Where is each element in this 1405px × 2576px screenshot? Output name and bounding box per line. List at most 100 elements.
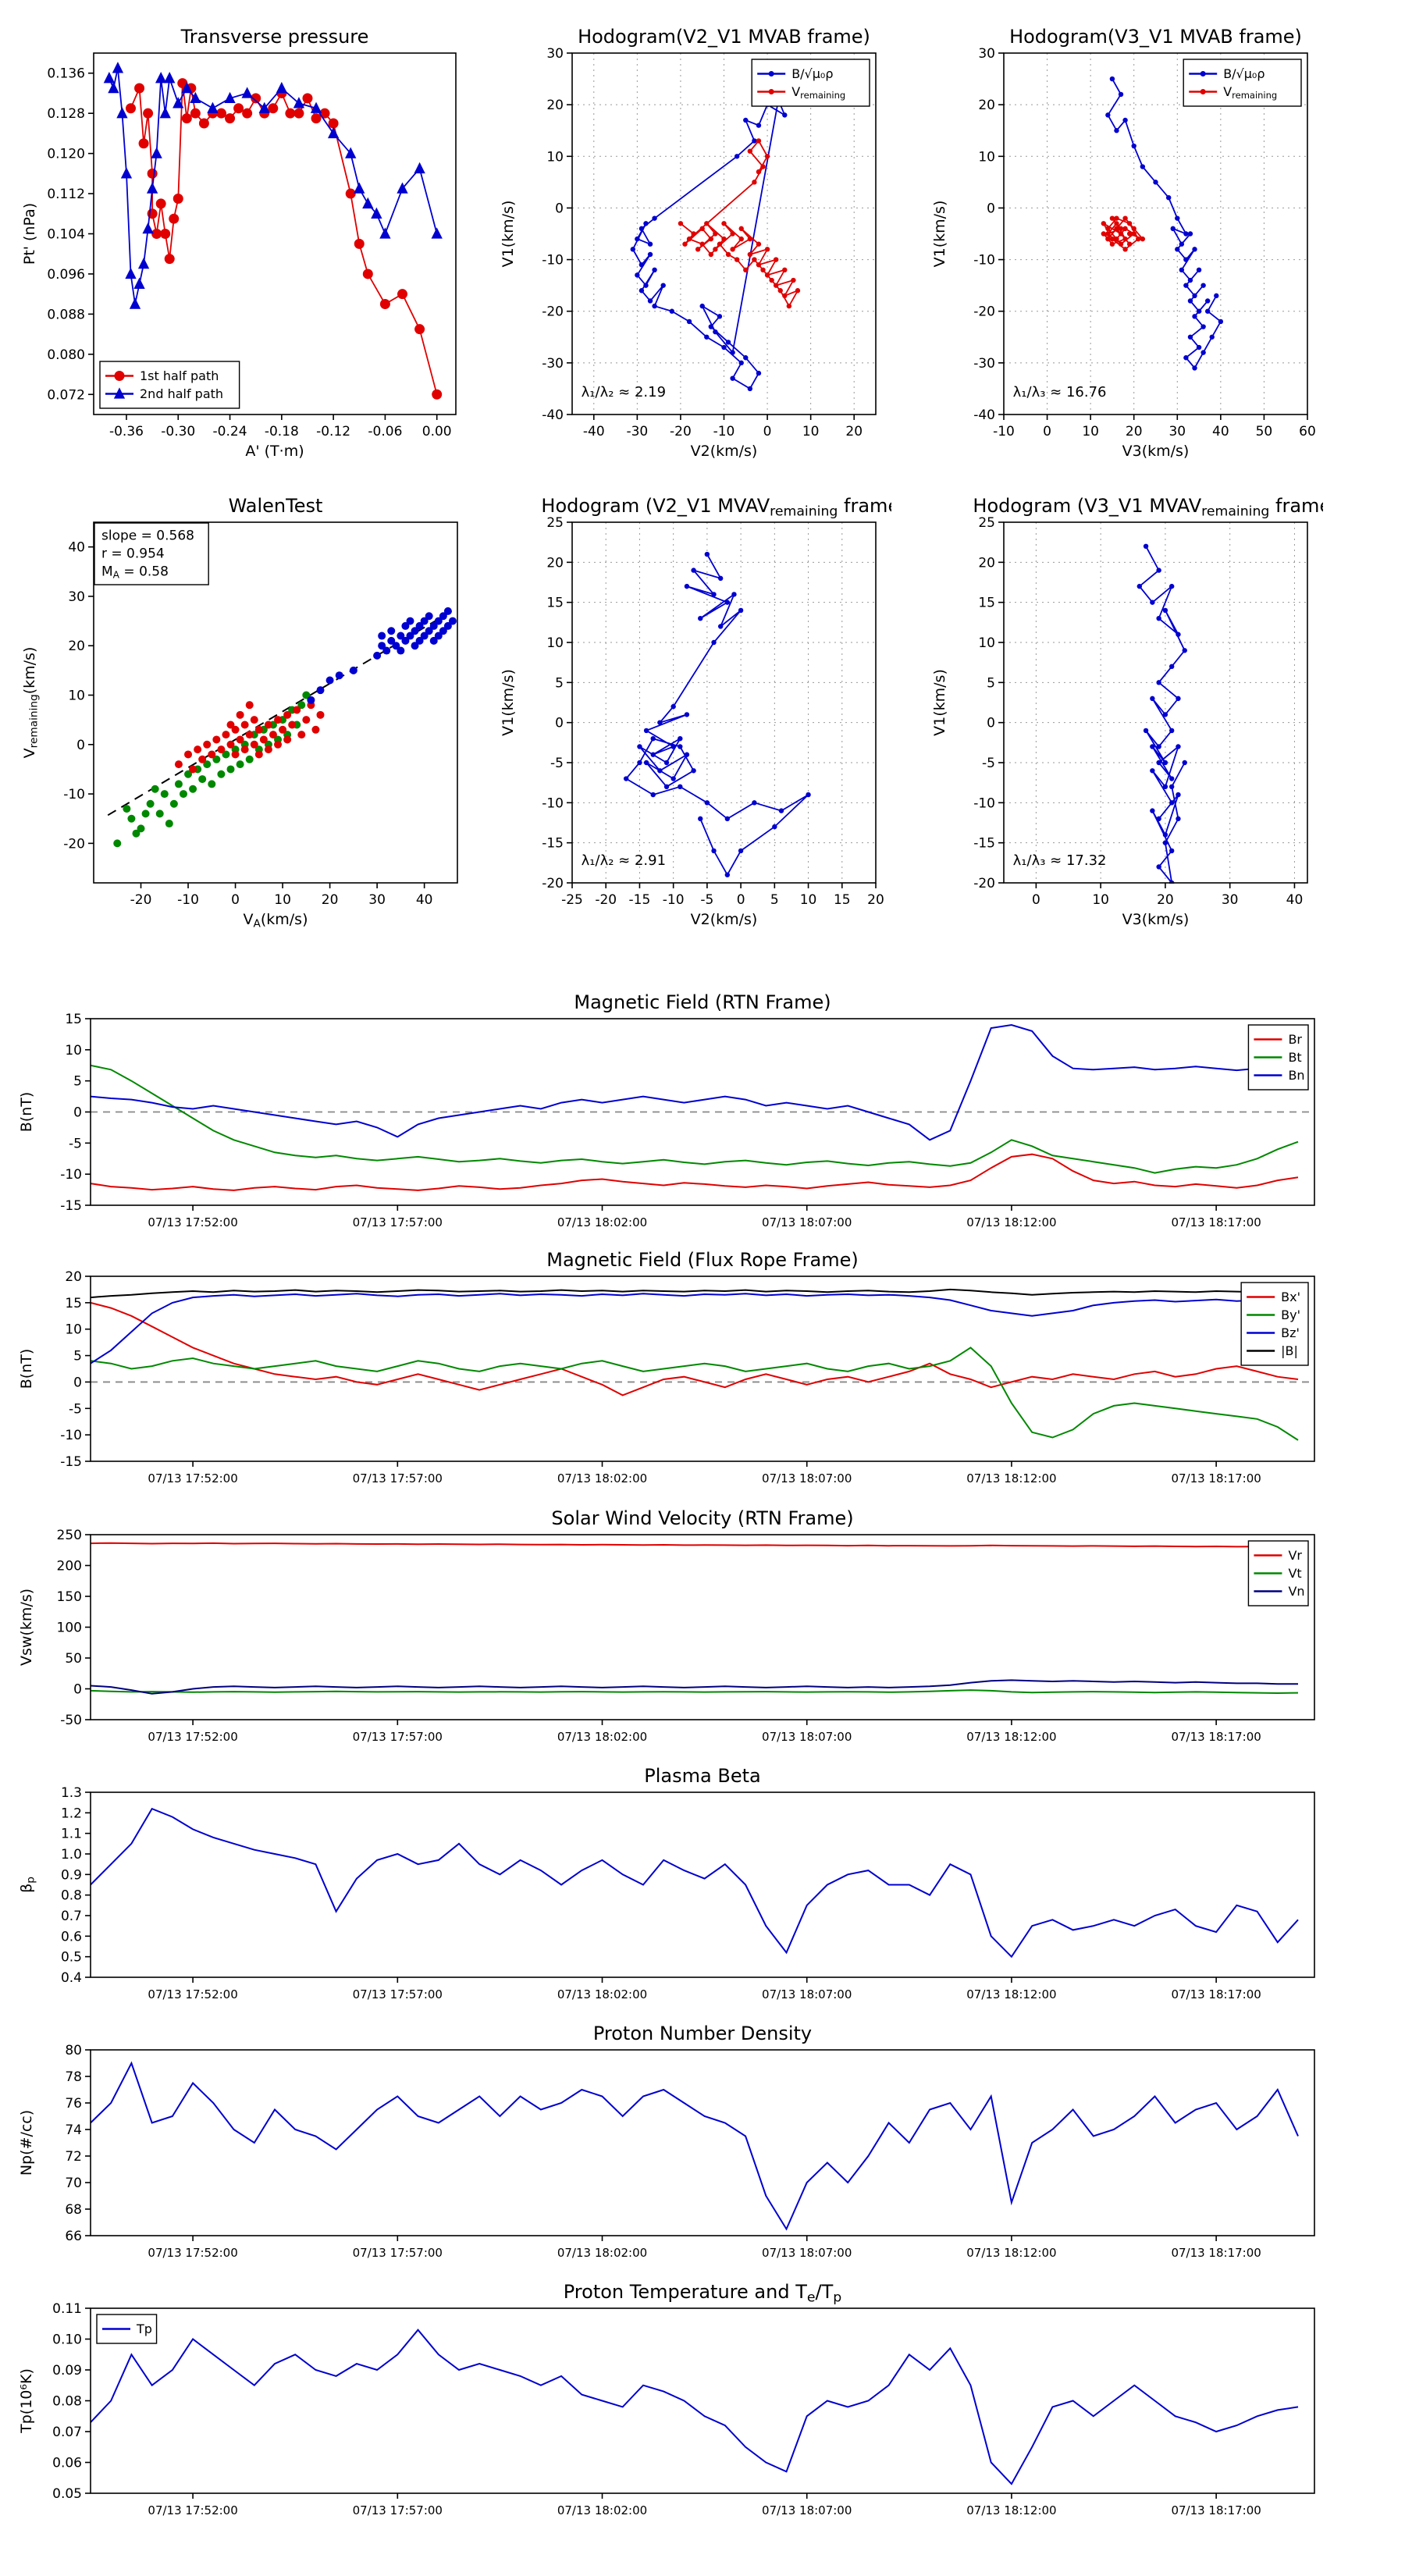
x-tick-label: 07/13 18:07:00 bbox=[762, 1730, 852, 1744]
y-tick-label: 0 bbox=[73, 1105, 82, 1121]
axes-frame bbox=[90, 2049, 1315, 2236]
y-tick-label: 20 bbox=[68, 639, 85, 654]
y-tick-label: 0.5 bbox=[61, 1950, 82, 1966]
y-tick-label: 15 bbox=[978, 596, 995, 611]
series-Bx' bbox=[90, 1301, 1299, 1397]
x-tick-label: 07/13 18:07:00 bbox=[762, 2246, 852, 2260]
x-tick-label: 0 bbox=[1043, 424, 1051, 439]
y-tick-label: -20 bbox=[542, 304, 564, 320]
y-tick-label: -5 bbox=[69, 1401, 82, 1417]
y-tick-label: -20 bbox=[542, 876, 564, 891]
y-tick-label: 0.072 bbox=[47, 387, 85, 403]
chart-title: Hodogram (V2_V1 MVAVremaining frame) bbox=[541, 495, 891, 519]
x-tick-label: 07/13 18:17:00 bbox=[1171, 2246, 1261, 2260]
x-tick-label: 20 bbox=[1126, 424, 1143, 439]
plot-proton_number_density: 07/13 17:52:00 07/13 17:57:00 07/13 18:02:… bbox=[18, 2023, 1315, 2260]
legend-label: Bt bbox=[1288, 1050, 1301, 1065]
x-tick-label: 07/13 18:02:00 bbox=[557, 2503, 647, 2517]
y-tick-label: 0.4 bbox=[61, 1970, 82, 1986]
x-tick-label: 07/13 18:17:00 bbox=[1171, 1987, 1261, 2001]
chart-title: Hodogram (V3_V1 MVAVremaining frame) bbox=[973, 495, 1323, 519]
chart-walen-test: -20 -10 0 10 20 30 40 -20 -10 0 10 20 30 40 WalenTest V… bbox=[16, 487, 473, 934]
x-tick-label: -0.36 bbox=[109, 424, 144, 439]
x-tick-label: 07/13 17:57:00 bbox=[353, 1215, 443, 1229]
y-tick-label: -10 bbox=[973, 795, 995, 811]
y-tick-label: -10 bbox=[542, 795, 564, 811]
chart-transverse-pressure: -0.36 -0.30 -0.24 -0.18 -0.12 -0.06 0.00 0.072 0… bbox=[16, 18, 471, 465]
chart-proton-number-density: 07/13 17:52:00 07/13 17:57:00 07/13 18:02:… bbox=[12, 2015, 1330, 2275]
x-axis-label: V2(km/s) bbox=[691, 911, 758, 928]
legend-label: Bn bbox=[1288, 1068, 1304, 1083]
x-tick-label: -0.12 bbox=[316, 424, 350, 439]
x-tick-label: 15 bbox=[834, 892, 851, 908]
y-tick-label: -5 bbox=[69, 1136, 82, 1151]
y-tick-label: 74 bbox=[65, 2122, 82, 2138]
x-tick-label: 07/13 18:07:00 bbox=[762, 1471, 852, 1485]
y-axis-label: Vremaining(km/s) bbox=[21, 647, 40, 759]
y-tick-label: 78 bbox=[65, 2069, 82, 2085]
y-tick-label: 0 bbox=[76, 738, 85, 753]
series-By' bbox=[90, 1347, 1299, 1441]
y-tick-label: 0.05 bbox=[52, 2486, 82, 2502]
legend-label: Vremaining bbox=[791, 84, 845, 101]
chart-plasma-beta: 07/13 17:52:00 07/13 17:57:00 07/13 18:02:… bbox=[12, 1757, 1330, 2016]
series-V remaining bbox=[1101, 215, 1146, 252]
legend: B/√μ₀ρ Vremaining bbox=[751, 59, 870, 107]
plot-solar_wind_velocity: 07/13 17:52:00 07/13 17:57:00 07/13 18:02:… bbox=[18, 1507, 1315, 1744]
plot-transverse_pressure: -0.36 -0.30 -0.24 -0.18 -0.12 -0.06 0.00 0.072 0… bbox=[21, 26, 457, 460]
y-tick-label: 5 bbox=[987, 675, 995, 691]
x-tick-label: 60 bbox=[1299, 424, 1316, 439]
y-tick-label: 0.128 bbox=[47, 106, 85, 122]
y-tick-label: 15 bbox=[546, 596, 564, 611]
y-tick-label: 30 bbox=[68, 589, 85, 605]
y-tick-label: 20 bbox=[65, 1269, 82, 1285]
y-tick-label: -50 bbox=[60, 1713, 82, 1728]
stats-line: r = 0.954 bbox=[101, 546, 165, 561]
chart-title: Magnetic Field (RTN Frame) bbox=[574, 991, 831, 1013]
legend: 1st half path 2nd half path bbox=[99, 361, 240, 409]
plot-walen_test: -20 -10 0 10 20 30 40 -20 -10 0 10 20 30 40 WalenTest V… bbox=[21, 495, 458, 930]
chart-title: Proton Number Density bbox=[593, 2023, 812, 2044]
y-tick-label: 76 bbox=[65, 2096, 82, 2112]
lambda-annotation: λ₁/λ₃ ≈ 16.76 bbox=[1013, 384, 1107, 400]
series-Bz' bbox=[90, 1293, 1299, 1364]
series-|B| bbox=[90, 1288, 1299, 1299]
y-axis-label: Tp(10⁶K) bbox=[18, 2368, 35, 2434]
y-tick-label: -10 bbox=[63, 787, 85, 802]
series-Bn bbox=[90, 1023, 1299, 1141]
x-tick-label: -20 bbox=[670, 424, 692, 439]
x-tick-label: 07/13 17:57:00 bbox=[353, 2246, 443, 2260]
x-tick-label: -5 bbox=[700, 892, 713, 908]
x-tick-label: 20 bbox=[845, 424, 863, 439]
y-tick-label: -15 bbox=[973, 836, 995, 852]
x-tick-label: -10 bbox=[177, 892, 199, 908]
x-tick-label: -10 bbox=[663, 892, 685, 908]
x-tick-label: 0 bbox=[1032, 892, 1040, 908]
x-tick-label: 07/13 17:52:00 bbox=[148, 1987, 237, 2001]
y-tick-label: 0.096 bbox=[47, 267, 85, 283]
y-tick-label: 0.8 bbox=[61, 1888, 82, 1904]
y-axis-label: B(nT) bbox=[18, 1092, 35, 1133]
y-tick-label: 0.112 bbox=[47, 187, 85, 202]
y-tick-label: 5 bbox=[555, 675, 564, 691]
y-tick-label: 72 bbox=[65, 2149, 82, 2165]
series-blue points bbox=[307, 607, 457, 704]
x-tick-label: -0.30 bbox=[161, 424, 195, 439]
x-tick-label: 50 bbox=[1256, 424, 1273, 439]
chart-hodogram-v2v1-mvav: -25 -20 -15 -10 -5 0 5 10 15 20 -20 -15 -10 -5 0 5 10 15 2… bbox=[494, 487, 907, 934]
y-tick-label: -10 bbox=[973, 253, 995, 269]
x-tick-label: 07/13 17:52:00 bbox=[148, 1215, 237, 1229]
x-tick-label: 07/13 18:17:00 bbox=[1171, 2503, 1261, 2517]
y-axis-label: Np(#/cc) bbox=[18, 2110, 35, 2176]
x-tick-label: 07/13 17:52:00 bbox=[148, 2503, 237, 2517]
x-tick-label: 07/13 18:12:00 bbox=[966, 2503, 1056, 2517]
lambda-annotation: λ₁/λ₃ ≈ 17.32 bbox=[1013, 852, 1107, 869]
y-tick-label: 10 bbox=[546, 149, 564, 165]
x-tick-label: 07/13 18:02:00 bbox=[557, 1730, 647, 1744]
x-tick-label: -15 bbox=[629, 892, 651, 908]
legend-label: 2nd half path bbox=[140, 386, 223, 401]
series-V remaining hodogram bbox=[1136, 543, 1187, 884]
series-Tp bbox=[90, 2329, 1299, 2485]
legend-label: Vt bbox=[1288, 1566, 1301, 1581]
